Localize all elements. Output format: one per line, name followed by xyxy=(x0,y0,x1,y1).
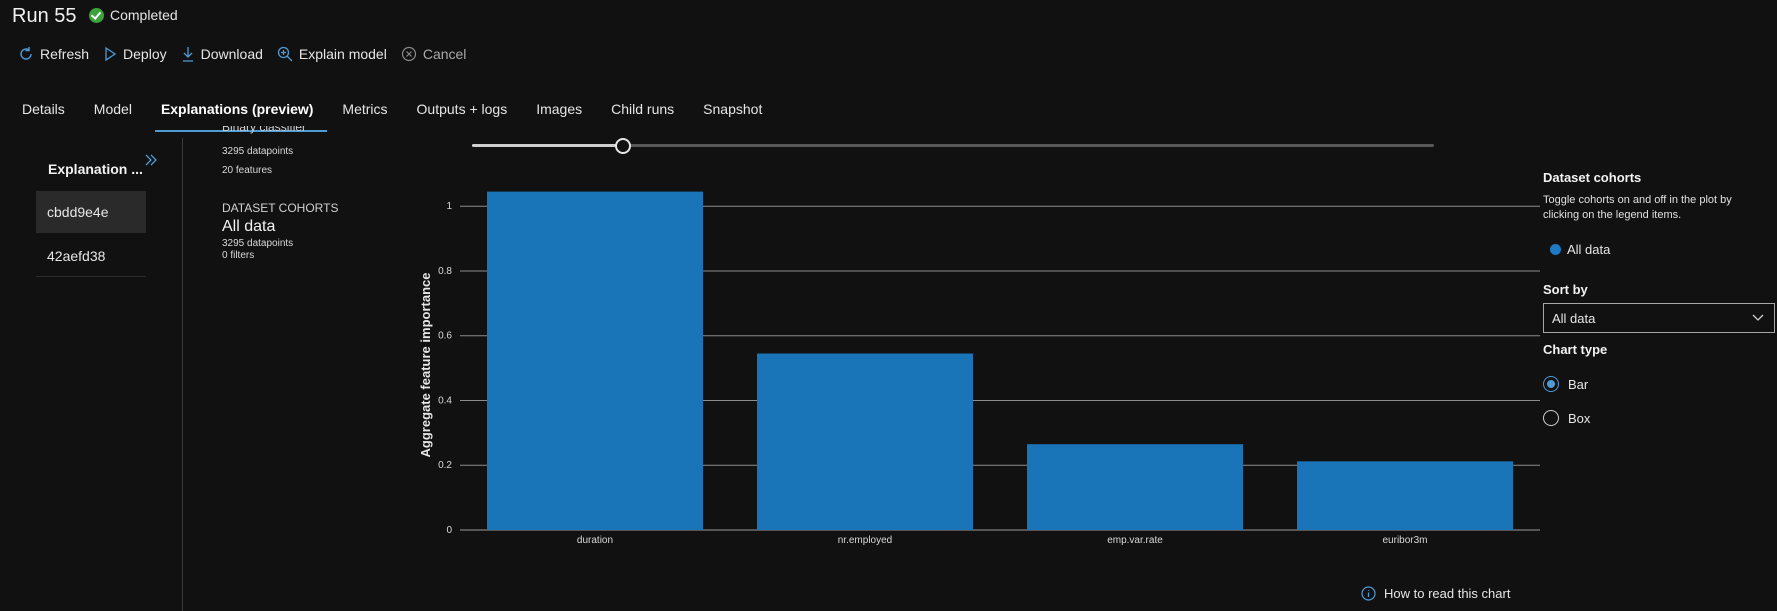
x-tick-label: nr.employed xyxy=(838,535,892,546)
feature-slider-thumb[interactable] xyxy=(615,138,631,154)
datapoints-count: 3295 datapoints xyxy=(222,146,294,157)
search-plus-icon xyxy=(277,46,293,62)
bar-euribor3m[interactable] xyxy=(1297,461,1513,530)
download-icon xyxy=(182,47,193,62)
download-label: Download xyxy=(200,46,263,62)
refresh-button[interactable]: Refresh xyxy=(18,46,89,62)
how-to-read-chart-link[interactable]: How to read this chart xyxy=(1361,586,1510,601)
bar-duration[interactable] xyxy=(487,191,703,530)
x-tick-label: euribor3m xyxy=(1382,535,1427,546)
explain-model-label: Explain model xyxy=(298,46,387,62)
deploy-button[interactable]: Deploy xyxy=(103,46,167,62)
x-axis-ticks: duration nr.employed emp.var.rate euribor3m xyxy=(577,535,1428,546)
tab-metrics[interactable]: Metrics xyxy=(342,101,388,117)
chart-type-box-radio[interactable]: Box xyxy=(1543,410,1590,426)
dataset-cohorts-description: Toggle cohorts on and off in the plot by… xyxy=(1543,194,1732,221)
cohort-filters: 0 filters xyxy=(222,250,255,261)
features-count: 20 features xyxy=(222,165,273,176)
dataset-type-label: Binary classifier xyxy=(222,126,307,134)
deploy-label: Deploy xyxy=(123,46,167,62)
y-axis-label: Aggregate feature importance xyxy=(418,273,433,458)
status-text: Completed xyxy=(110,7,178,23)
clipped-label-container: Binary classifier xyxy=(222,126,306,135)
radio-unselected-icon xyxy=(1543,410,1559,426)
radio-selected-icon xyxy=(1543,376,1559,392)
dataset-cohorts-caption: DATASET COHORTS xyxy=(222,201,339,215)
toolbar: Refresh Deploy Download Explain model Ca… xyxy=(18,46,466,62)
panel-divider xyxy=(182,138,183,611)
dataset-cohorts-title: Dataset cohorts xyxy=(1543,170,1642,185)
y-tick-label: 0.4 xyxy=(438,395,452,406)
run-title: Run 55 xyxy=(12,5,77,27)
y-tick-label: 0.6 xyxy=(438,331,452,342)
explanation-list-header: Explanation ... xyxy=(48,161,143,177)
info-icon xyxy=(1361,586,1376,601)
bar-emp-var-rate[interactable] xyxy=(1027,444,1243,530)
feature-slider-track[interactable] xyxy=(472,144,1434,147)
chart-type-box-label: Box xyxy=(1568,410,1591,426)
cohort-name: All data xyxy=(222,218,276,235)
chart-type-bar-label: Bar xyxy=(1568,376,1589,392)
cohort-datapoints: 3295 datapoints xyxy=(222,238,294,249)
feature-slider-fill xyxy=(472,144,622,147)
y-tick-label: 0.2 xyxy=(438,460,452,471)
bar-nr-employed[interactable] xyxy=(757,353,973,530)
sort-by-value: All data xyxy=(1552,310,1596,326)
cancel-icon xyxy=(401,46,416,62)
how-to-read-chart-label: How to read this chart xyxy=(1384,586,1511,601)
chart-type-label: Chart type xyxy=(1543,342,1608,357)
tab-bar: Details Model Explanations (preview) Met… xyxy=(22,101,791,132)
x-tick-label: duration xyxy=(577,535,613,546)
tab-child-runs[interactable]: Child runs xyxy=(611,101,675,117)
tab-outputs-logs[interactable]: Outputs + logs xyxy=(416,101,508,117)
legend-label: All data xyxy=(1567,242,1611,257)
explanation-item[interactable]: 42aefd38 xyxy=(36,235,146,277)
y-tick-label: 0.8 xyxy=(438,266,452,277)
tab-details[interactable]: Details xyxy=(22,101,65,117)
y-tick-label: 0 xyxy=(446,525,452,536)
chevron-down-icon xyxy=(1752,314,1764,321)
legend-dot-icon xyxy=(1550,244,1561,255)
tab-images[interactable]: Images xyxy=(536,101,583,117)
deploy-icon xyxy=(105,46,117,62)
sort-by-dropdown[interactable]: All data xyxy=(1543,303,1775,333)
refresh-icon xyxy=(20,47,32,60)
cancel-button[interactable]: Cancel xyxy=(401,46,467,62)
feature-importance-chart: 0 0.2 0.4 0.6 0.8 1 duration nr.employed emp.va… xyxy=(418,191,1540,546)
check-circle-icon xyxy=(89,7,104,23)
chart-bars xyxy=(487,191,1513,530)
explain-model-button[interactable]: Explain model xyxy=(277,46,387,62)
tab-snapshot[interactable]: Snapshot xyxy=(703,101,763,117)
sort-by-label: Sort by xyxy=(1543,282,1588,297)
explanation-item[interactable]: cbdd9e4e xyxy=(36,191,146,233)
y-tick-label: 1 xyxy=(446,201,452,212)
status-badge: Completed xyxy=(89,7,178,23)
refresh-label: Refresh xyxy=(40,46,90,62)
cancel-label: Cancel xyxy=(422,46,467,62)
x-tick-label: emp.var.rate xyxy=(1107,535,1163,546)
tab-explanations[interactable]: Explanations (preview) xyxy=(154,101,328,132)
download-button[interactable]: Download xyxy=(181,46,263,62)
chevron-double-right-icon[interactable] xyxy=(143,152,159,168)
tab-model[interactable]: Model xyxy=(93,101,132,117)
y-axis-ticks: 0 0.2 0.4 0.6 0.8 1 xyxy=(438,201,452,536)
chart-type-bar-radio[interactable]: Bar xyxy=(1543,376,1588,392)
legend-item-all-data[interactable]: All data xyxy=(1550,242,1610,257)
